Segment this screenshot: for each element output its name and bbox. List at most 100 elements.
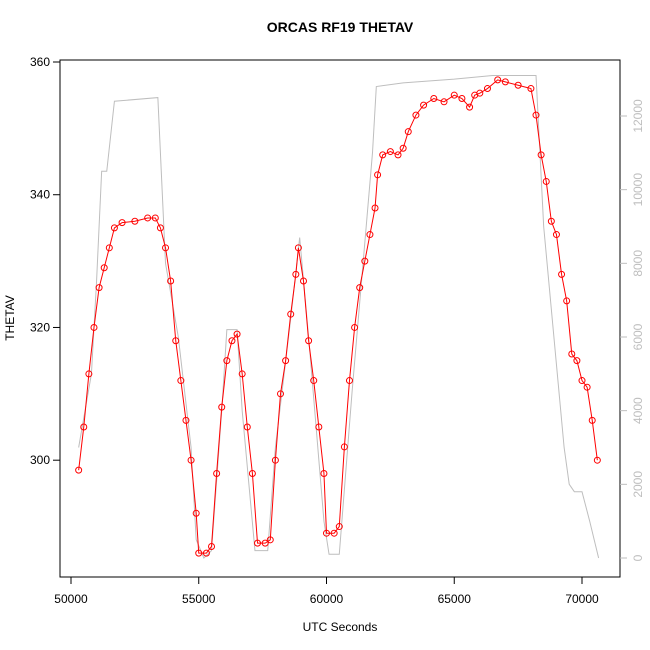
data-point [105,244,113,252]
data-point [330,529,338,537]
data-point [248,469,256,477]
data-point [593,456,601,464]
data-point [213,469,221,477]
data-point [118,219,126,227]
x-tick-label: 70000 [565,592,599,606]
data-point [466,103,474,111]
data-point [573,357,581,365]
series-line [78,79,598,554]
data-point [271,456,279,464]
data-point [254,539,262,547]
data-point [266,536,274,544]
data-point [162,244,170,252]
data-point [386,148,394,156]
data-point [537,151,545,159]
data-point [430,94,438,102]
plot-frame [59,59,621,578]
data-point [300,277,308,285]
data-point [420,101,428,109]
data-point [202,549,210,557]
data-point [351,323,359,331]
data-point [228,337,236,345]
data-point [282,357,290,365]
y-tick-label: 340 [30,188,50,202]
data-point [172,337,180,345]
data-point [547,217,555,225]
data-point [340,443,348,451]
data-point [310,377,318,385]
data-point [335,523,343,531]
data-point [542,177,550,185]
data-point [195,549,203,557]
data-point [277,390,285,398]
data-point [238,370,246,378]
data-point [192,509,200,517]
data-point [450,91,458,99]
y2-tick-label: 2000 [631,471,645,498]
data-point [305,337,313,345]
data-point [182,416,190,424]
data-point [151,214,159,222]
data-point [223,357,231,365]
data-point [322,529,330,537]
data-point [208,542,216,550]
data-point [558,270,566,278]
data-point [95,284,103,292]
data-point [85,370,93,378]
data-point [218,403,226,411]
data-point [371,204,379,212]
y2-tick-label: 8000 [631,250,645,277]
data-point [440,98,448,106]
data-point [501,78,509,86]
data-point [156,224,164,232]
data-point [167,277,175,285]
series-line [78,74,600,559]
data-point [563,297,571,305]
data-point [532,111,540,119]
data-point [578,377,586,385]
data-point [361,257,369,265]
x-axis-label: UTC Seconds [303,620,378,634]
data-point [75,466,83,474]
y-tick-label: 360 [30,55,50,69]
data-point [177,377,185,385]
data-point [394,151,402,159]
data-point [404,128,412,136]
data-point [110,224,118,232]
y2-tick-label: 12000 [631,99,645,133]
data-point [315,423,323,431]
x-tick-label: 55000 [182,592,216,606]
data-point [583,383,591,391]
data-point [458,94,466,102]
y2-tick-label: 10000 [631,173,645,207]
y-tick-label: 300 [30,453,50,467]
data-point [476,89,484,97]
data-point [374,171,382,179]
data-point [379,151,387,159]
x-tick-label: 50000 [54,592,88,606]
data-point [399,144,407,152]
data-point [292,270,300,278]
data-point [494,76,502,84]
chart-title: ORCAS RF19 THETAV [267,19,414,35]
x-tick-label: 60000 [310,592,344,606]
data-point [527,85,535,93]
data-point [187,456,195,464]
data-point [588,416,596,424]
data-point [294,244,302,252]
data-point [90,323,98,331]
data-point [233,330,241,338]
data-point [568,350,576,358]
data-point [483,85,491,93]
data-point [243,423,251,431]
data-point [320,469,328,477]
y-axis-label: THETAV [3,295,17,341]
y2-tick-label: 0 [631,554,645,561]
data-point [100,264,108,272]
data-point [514,81,522,89]
data-point [261,539,269,547]
y-tick-label: 320 [30,320,50,334]
data-point [144,214,152,222]
data-point [345,377,353,385]
